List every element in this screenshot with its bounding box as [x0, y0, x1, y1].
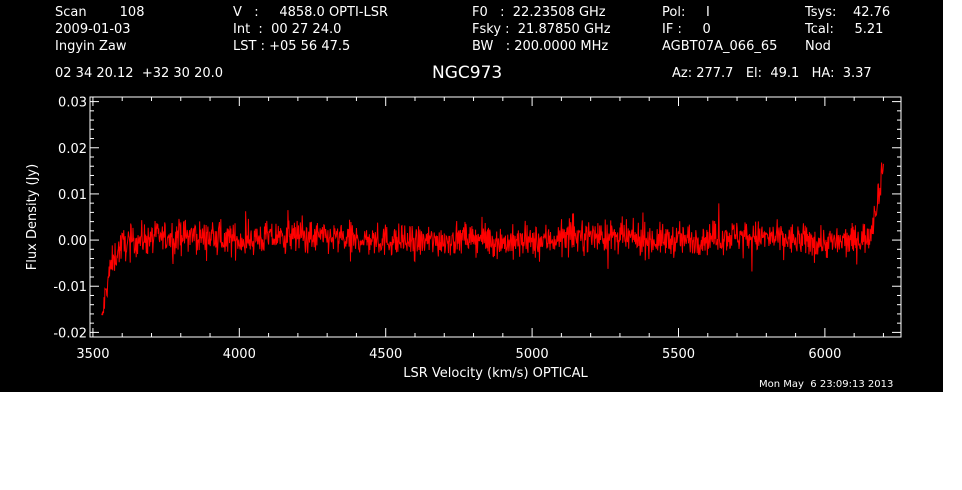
spectrum-trace [101, 162, 884, 316]
spectrum-chart: 3500 4000 4500 5000 5500 6000 -0.02 -0.01 0.00 0.… [25, 96, 902, 381]
header-project: AGBT07A_066_65 [662, 39, 778, 54]
header-tcal: Tcal: 5.21 [805, 22, 884, 37]
x-tick-label: 4000 [223, 347, 256, 362]
header-az-el-ha: Az: 277.7 El: 49.1 HA: 3.37 [672, 66, 872, 81]
header-pol: Pol: I [662, 5, 710, 20]
y-tick-label: 0.02 [58, 142, 87, 157]
header-fsky: Fsky : 21.87850 GHz [472, 22, 611, 37]
timestamp: Mon May 6 23:09:13 2013 [759, 379, 894, 390]
y-axis-label: Flux Density (Jy) [25, 164, 40, 270]
header-scan: Scan 108 [55, 5, 145, 20]
header-coords: 02 34 20.12 +32 30 20.0 [55, 66, 224, 81]
source-title: NGC973 [432, 63, 503, 83]
header-bw: BW : 200.0000 MHz [472, 39, 609, 54]
header-tsys: Tsys: 42.76 [805, 5, 891, 20]
x-tick-label: 3500 [76, 347, 109, 362]
header-velocity: V : 4858.0 OPTI-LSR [233, 5, 389, 20]
y-tick-label: -0.02 [53, 326, 87, 341]
header-lst: LST : +05 56 47.5 [233, 39, 351, 54]
y-tick-label: -0.01 [53, 280, 87, 295]
y-tick-label: 0.00 [58, 234, 87, 249]
header-integration: Int : 00 27 24.0 [233, 22, 342, 37]
plot-panel [0, 0, 943, 392]
x-tick-label: 5500 [662, 347, 695, 362]
x-tick-label: 5000 [516, 347, 549, 362]
plot-frame [89, 96, 902, 338]
x-axis-label: LSR Velocity (km/s) OPTICAL [403, 366, 588, 381]
header-observer: Ingyin Zaw [55, 39, 127, 54]
x-tick-label: 6000 [808, 347, 841, 362]
header-nod: Nod [805, 39, 831, 54]
header-if: IF : 0 [662, 22, 711, 37]
header-date: 2009-01-03 [55, 22, 131, 37]
y-tick-label: 0.03 [58, 96, 87, 111]
x-tick-label: 4500 [369, 347, 402, 362]
y-tick-label: 0.01 [58, 188, 87, 203]
header-f0: F0 : 22.23508 GHz [472, 5, 606, 20]
